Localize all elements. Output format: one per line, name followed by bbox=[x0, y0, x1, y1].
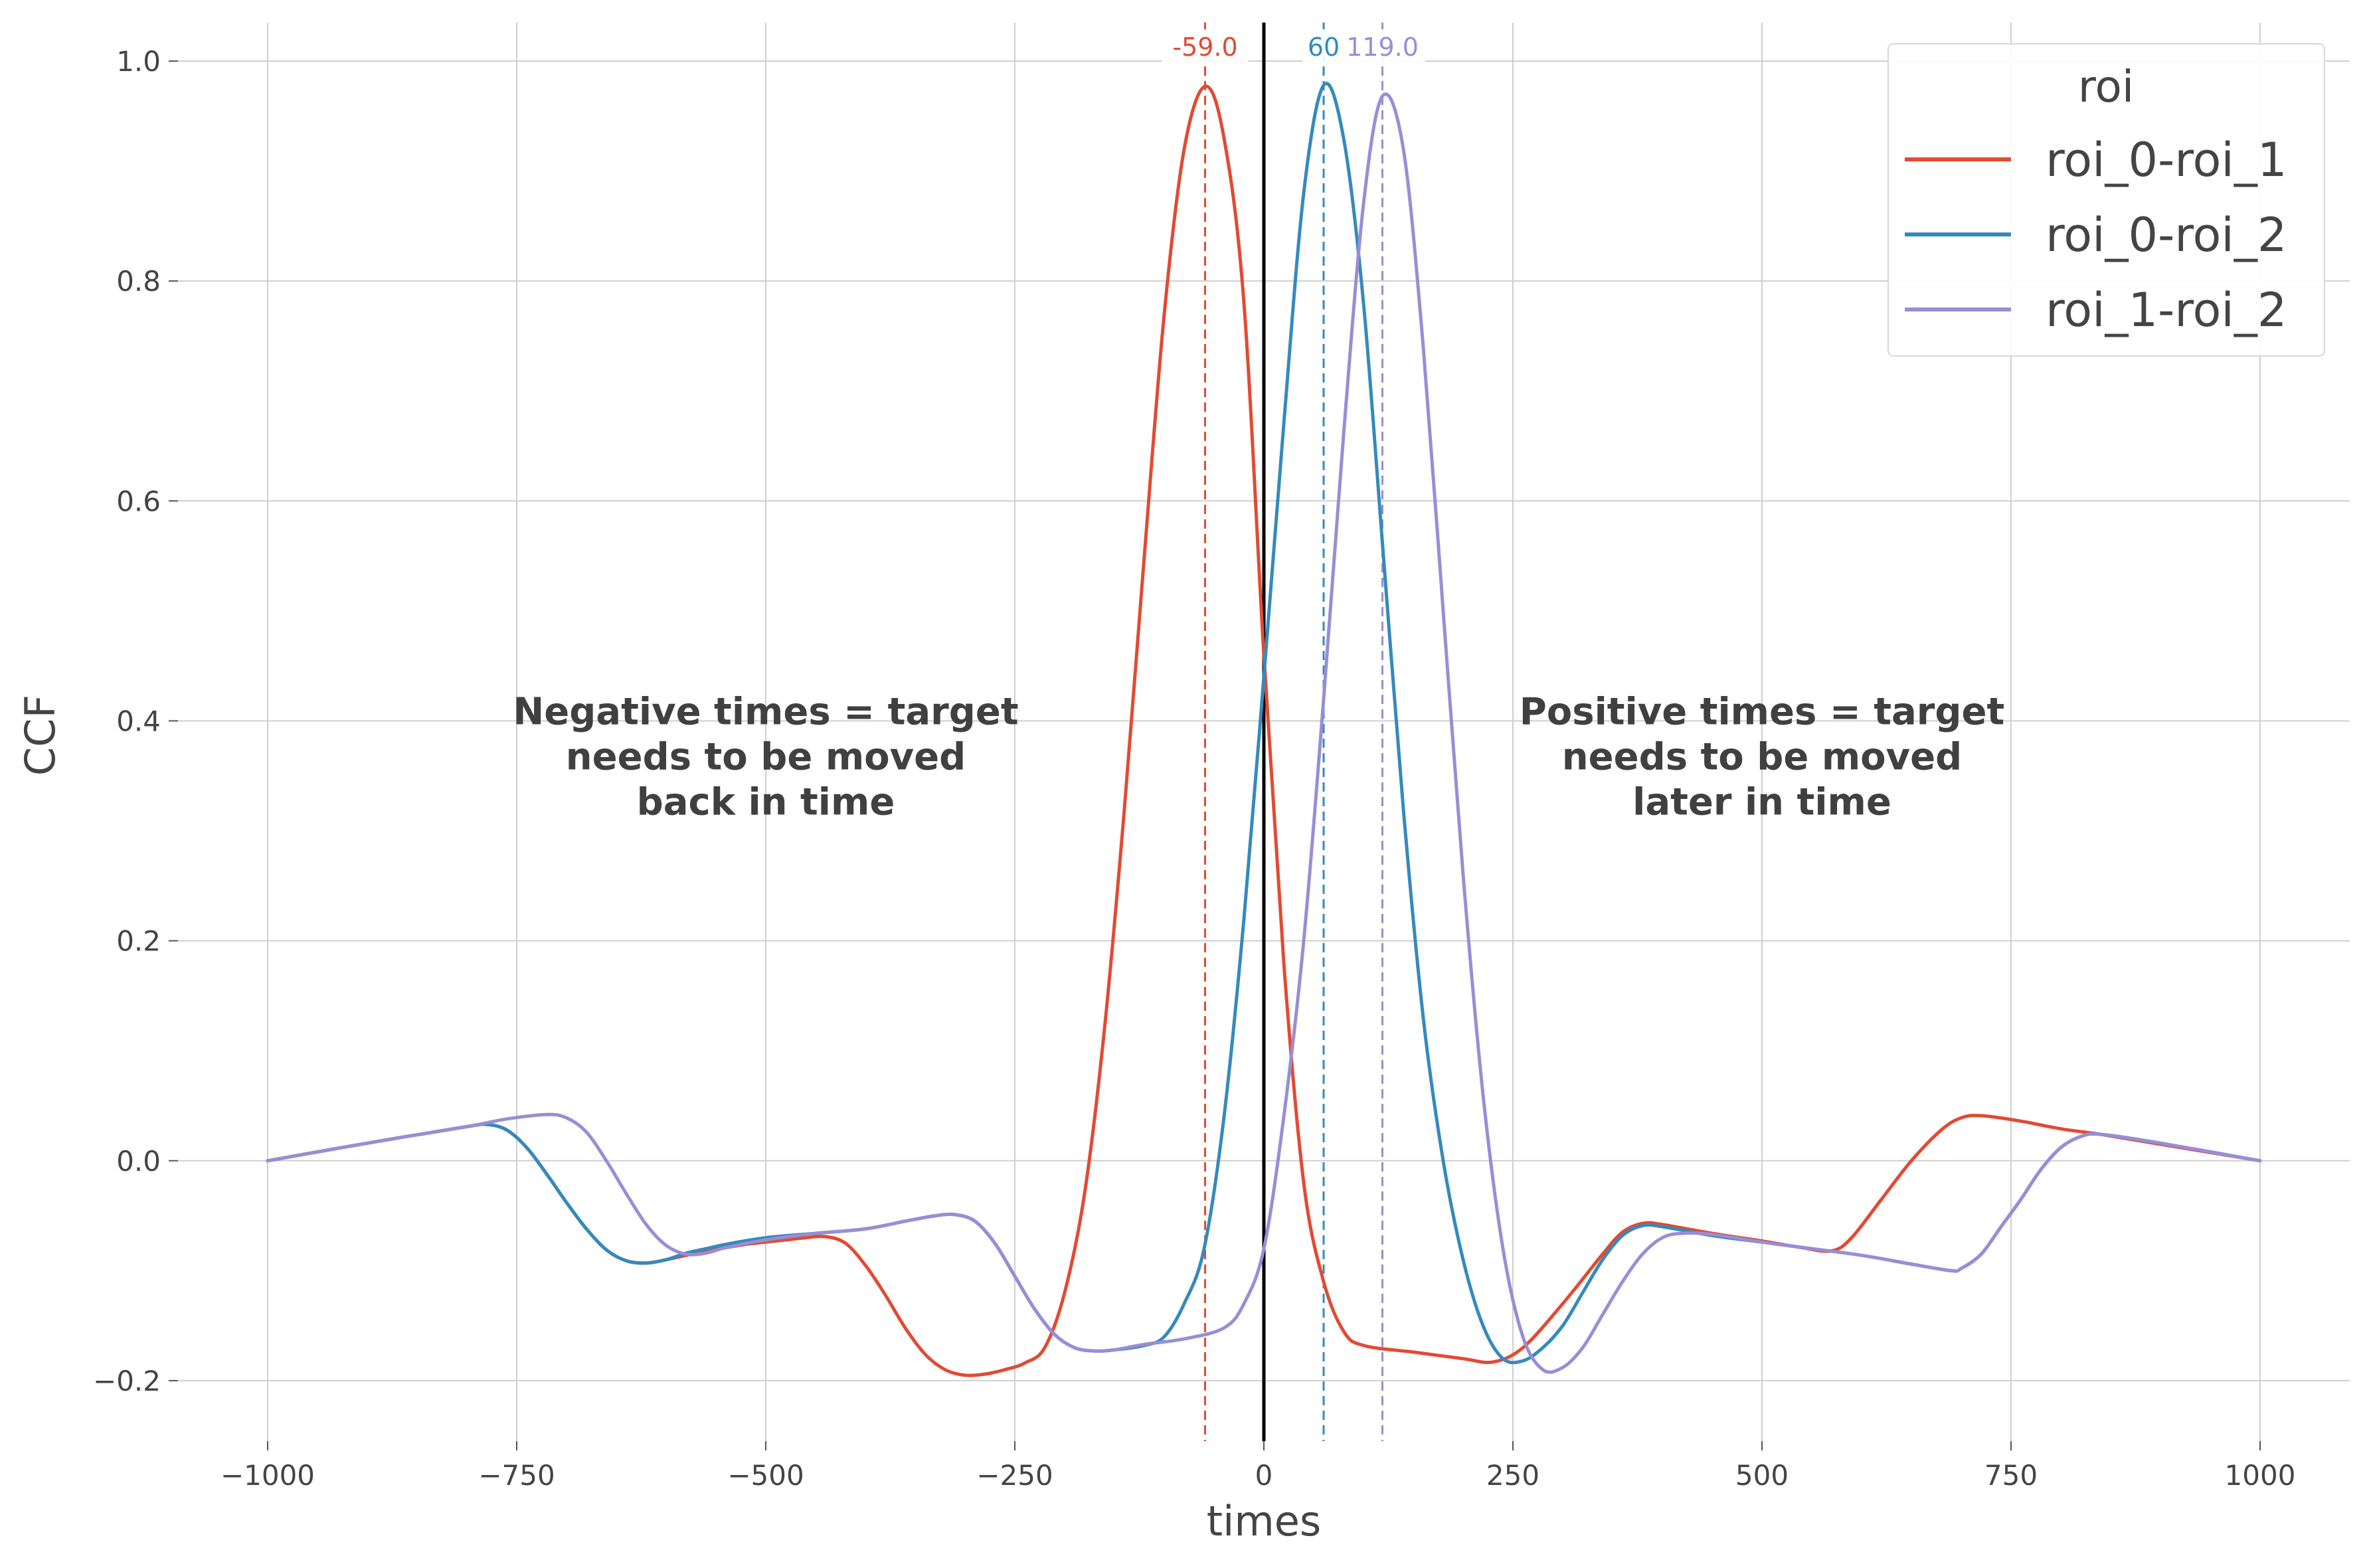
y-tick-label: 0.2 bbox=[116, 925, 161, 958]
annotation-line: back in time bbox=[637, 781, 895, 824]
y-tick-label: −0.2 bbox=[93, 1365, 161, 1397]
x-tick-label: 750 bbox=[1984, 1459, 2038, 1492]
x-tick-label: −250 bbox=[976, 1459, 1053, 1492]
annotation-line: needs to be moved bbox=[1562, 736, 1962, 779]
peak-lines bbox=[1204, 23, 1383, 1441]
peak-label-bg bbox=[1162, 29, 1249, 64]
x-axis-label: times bbox=[1207, 1497, 1321, 1545]
x-tick-label: 250 bbox=[1486, 1459, 1539, 1492]
annotation-line: Positive times = target bbox=[1520, 691, 2005, 734]
legend-entry: roi_1-roi_2 bbox=[2046, 283, 2287, 337]
peak-label: -59.0 bbox=[1172, 33, 1237, 62]
annotation-text: Negative times = target needs to be moved… bbox=[513, 691, 1018, 824]
x-tick-label: 500 bbox=[1735, 1459, 1789, 1492]
series-line bbox=[266, 92, 2262, 1374]
legend-entry: roi_0-roi_2 bbox=[2046, 208, 2287, 262]
x-tick-label: 0 bbox=[1255, 1459, 1273, 1492]
legend-box bbox=[1887, 43, 2325, 357]
x-tick-labels: −1000 −750 −500 −250 0 250 500 750 1000 bbox=[220, 1441, 2295, 1492]
annotation-line: later in time bbox=[1632, 781, 1891, 824]
series-lines bbox=[266, 82, 2262, 1377]
peak-label: 60 bbox=[1308, 33, 1340, 62]
annotation-line: needs to be moved bbox=[566, 736, 966, 779]
x-tick-label: −750 bbox=[478, 1459, 555, 1492]
legend-items: roi_0-roi_1 roi_0-roi_2 roi_1-roi_2 bbox=[1905, 133, 2287, 337]
y-tick-label: 0.4 bbox=[116, 705, 161, 737]
x-tick-label: −500 bbox=[727, 1459, 804, 1492]
peak-label: 119.0 bbox=[1346, 33, 1419, 62]
y-tick-label: 0.8 bbox=[116, 265, 161, 298]
legend-title: roi bbox=[2078, 61, 2134, 112]
x-tick-label: −1000 bbox=[220, 1459, 315, 1492]
annotation-line: Negative times = target bbox=[513, 691, 1018, 734]
peak-label-bg bbox=[1339, 29, 1426, 64]
y-tick-label: 0.6 bbox=[116, 485, 161, 517]
y-tick-labels: −0.2 0.0 0.2 0.4 0.6 0.8 1.0 bbox=[93, 45, 178, 1397]
annotations: Negative times = target needs to be moved… bbox=[513, 691, 2004, 824]
legend-entry: roi_0-roi_1 bbox=[2046, 133, 2287, 187]
y-axis-label: CCF bbox=[16, 695, 64, 776]
y-tick-label: 1.0 bbox=[116, 45, 161, 78]
y-tick-label: 0.0 bbox=[116, 1145, 161, 1177]
peak-labels: -59.0 60 119.0 bbox=[1162, 29, 1426, 64]
peak-label-bg bbox=[1302, 29, 1345, 64]
legend: roi roi_0-roi_1 roi_0-roi_2 roi_1-roi_2 bbox=[1887, 43, 2325, 357]
annotation-text: Positive times = target needs to be moved… bbox=[1520, 691, 2005, 824]
x-tick-label: 1000 bbox=[2225, 1459, 2296, 1492]
